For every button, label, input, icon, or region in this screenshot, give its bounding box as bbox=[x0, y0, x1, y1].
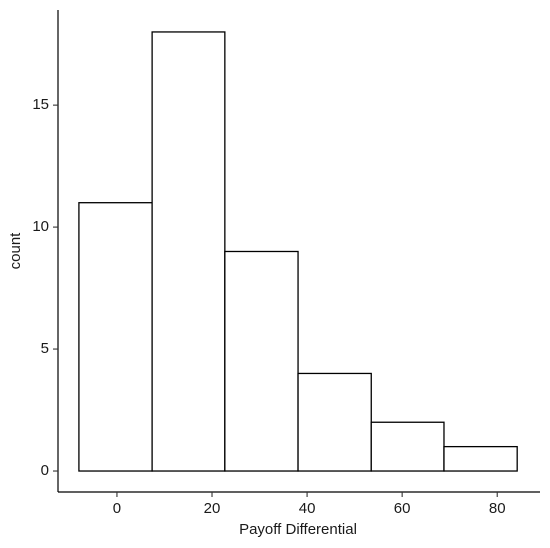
y-tick-label: 15 bbox=[32, 96, 49, 113]
y-tick-label: 5 bbox=[41, 340, 49, 357]
y-axis-label: count bbox=[7, 232, 24, 270]
x-tick-label: 20 bbox=[204, 500, 221, 517]
x-tick-label: 60 bbox=[394, 500, 411, 517]
bar bbox=[443, 445, 518, 472]
bar bbox=[78, 202, 153, 472]
x-tick-label: 80 bbox=[489, 500, 506, 517]
x-axis-label: Payoff Differential bbox=[239, 521, 357, 538]
bar bbox=[151, 31, 226, 472]
y-tick-label: 0 bbox=[41, 462, 49, 479]
bar bbox=[297, 372, 372, 472]
bar bbox=[224, 250, 299, 472]
x-tick-label: 0 bbox=[113, 500, 121, 517]
bar bbox=[370, 421, 445, 472]
x-tick-label: 40 bbox=[299, 500, 316, 517]
y-tick-label: 10 bbox=[32, 218, 49, 235]
